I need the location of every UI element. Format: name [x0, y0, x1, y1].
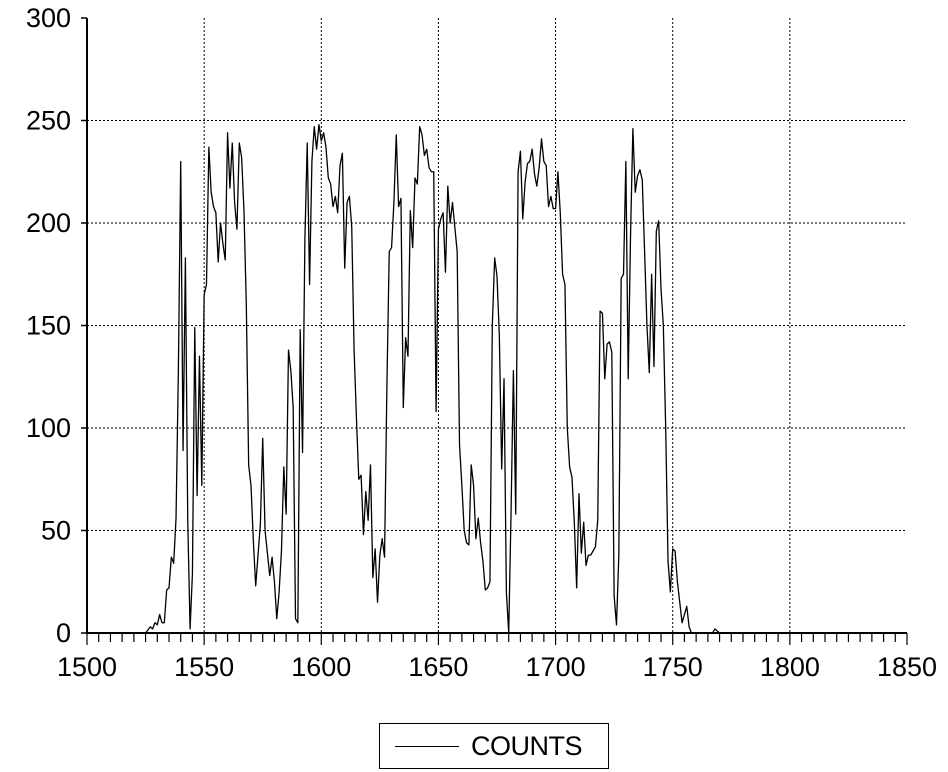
y-tick-label-200: 200: [26, 208, 71, 238]
x-tick-label-1800: 1800: [760, 652, 820, 682]
series-points-counts: [87, 125, 907, 634]
y-tick-label-50: 50: [41, 516, 71, 546]
legend-line-swatch: [395, 745, 459, 747]
legend-label-counts: COUNTS: [471, 730, 583, 761]
series-line-counts: [87, 123, 907, 634]
y-tick-label-300: 300: [26, 3, 71, 33]
series-layer: [87, 123, 907, 634]
x-tick-label-1850: 1850: [877, 652, 937, 682]
tick-labels: 0 50 100 150 200 250 300 1500 1550 1600 1650 1700 17…: [26, 3, 937, 682]
x-tick-label-1500: 1500: [57, 652, 117, 682]
axes: [81, 17, 908, 645]
x-tick-label-1600: 1600: [291, 652, 351, 682]
x-tick-label-1550: 1550: [174, 652, 234, 682]
x-tick-label-1650: 1650: [408, 652, 468, 682]
gridlines: [87, 18, 907, 633]
y-tick-label-100: 100: [26, 413, 71, 443]
y-tick-label-0: 0: [56, 618, 71, 648]
legend: COUNTS: [379, 723, 609, 769]
x-tick-label-1700: 1700: [526, 652, 586, 682]
y-tick-label-250: 250: [26, 106, 71, 136]
y-tick-label-150: 150: [26, 311, 71, 341]
x-tick-label-1750: 1750: [643, 652, 703, 682]
